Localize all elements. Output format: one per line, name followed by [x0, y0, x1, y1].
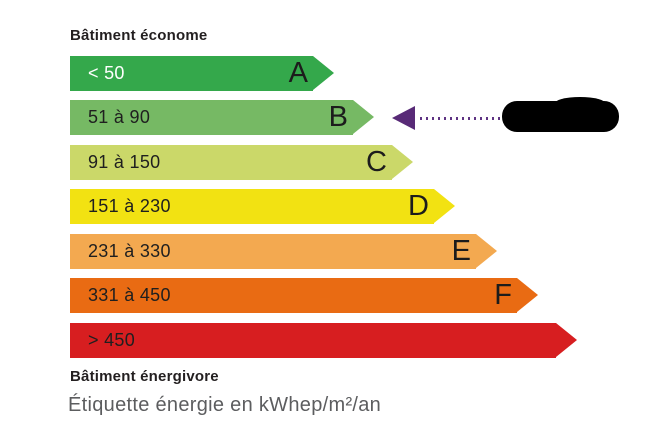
- energy-bar-row-g: > 450: [70, 323, 577, 358]
- energy-bar-c-tip: [392, 145, 413, 179]
- grade-letter-c: C: [366, 146, 387, 178]
- dotted-leader-line: [420, 117, 500, 120]
- redacted-value-blob: [502, 97, 619, 132]
- energy-bar-a-tip: [313, 56, 334, 90]
- energy-bar-a: < 50 A: [70, 56, 313, 91]
- energy-bar-row-b: 51 à 90 B: [70, 100, 374, 135]
- range-label-d: 151 à 230: [88, 196, 171, 216]
- energy-label-caption: Étiquette énergie en kWhep/m²/an: [68, 394, 382, 416]
- energy-bar-g: > 450: [70, 323, 556, 358]
- grade-letter-b: B: [328, 101, 348, 133]
- energy-bar-row-d: 151 à 230 D: [70, 189, 455, 224]
- range-label-a: < 50: [88, 63, 125, 83]
- range-label-b: 51 à 90: [88, 107, 151, 127]
- energy-bar-row-a: < 50 A: [70, 56, 334, 91]
- grade-letter-a: A: [288, 57, 308, 89]
- redacted-value-blob-bump: [554, 97, 606, 111]
- economical-building-label: Bâtiment économe: [70, 27, 208, 44]
- energy-bar-g-tip: [556, 323, 577, 357]
- grade-letter-e: E: [451, 235, 471, 267]
- energy-bar-e: 231 à 330 E: [70, 234, 476, 269]
- energy-bar-c: 91 à 150 C: [70, 145, 392, 180]
- energy-bar-row-f: 331 à 450 F: [70, 278, 538, 313]
- energy-bar-f-tip: [517, 278, 538, 312]
- range-label-f: 331 à 450: [88, 285, 171, 305]
- energy-bar-row-e: 231 à 330 E: [70, 234, 497, 269]
- energy-bar-d-tip: [434, 189, 455, 223]
- energy-bar-b: 51 à 90 B: [70, 100, 353, 135]
- energy-bar-row-c: 91 à 150 C: [70, 145, 413, 180]
- range-label-e: 231 à 330: [88, 241, 171, 261]
- range-label-g: > 450: [88, 330, 136, 350]
- energy-bar-f: 331 à 450 F: [70, 278, 517, 313]
- energy-intensive-building-label: Bâtiment énergivore: [70, 368, 219, 385]
- selected-rating-arrow-icon: [392, 106, 415, 130]
- energy-bar-e-tip: [476, 234, 497, 268]
- energy-bar-b-tip: [353, 100, 374, 134]
- grade-letter-d: D: [408, 190, 429, 222]
- grade-letter-f: F: [494, 279, 512, 311]
- energy-bar-d: 151 à 230 D: [70, 189, 434, 224]
- range-label-c: 91 à 150: [88, 152, 161, 172]
